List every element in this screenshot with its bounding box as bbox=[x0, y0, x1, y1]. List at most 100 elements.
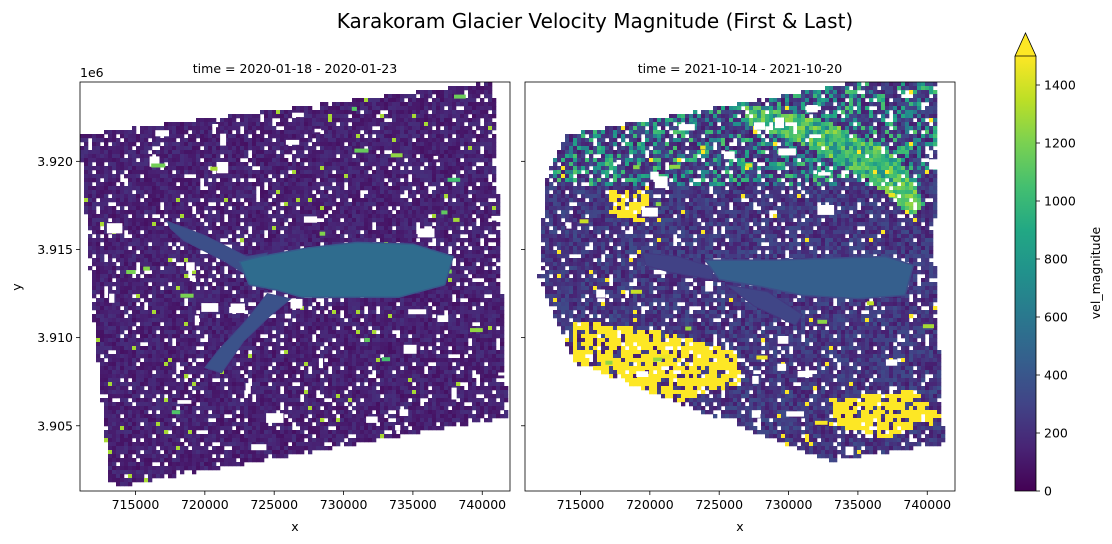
heat-cell bbox=[396, 194, 401, 199]
heat-cell bbox=[328, 178, 333, 183]
heat-cell bbox=[216, 230, 221, 235]
heat-cell bbox=[372, 302, 377, 307]
heat-cell bbox=[492, 250, 497, 255]
heat-cell bbox=[252, 186, 257, 191]
heat-cell bbox=[228, 186, 233, 191]
heat-cell bbox=[108, 254, 113, 259]
heat-cell bbox=[208, 234, 213, 239]
heat-cell bbox=[172, 146, 177, 151]
heat-cell bbox=[468, 122, 473, 127]
heat-cell bbox=[448, 142, 453, 147]
heat-cell bbox=[336, 194, 341, 199]
heat-cell bbox=[392, 118, 397, 123]
heat-cell bbox=[340, 186, 345, 191]
heat-cell bbox=[280, 242, 285, 247]
heat-cell bbox=[384, 170, 389, 175]
heat-cell bbox=[284, 174, 289, 179]
heat-cell bbox=[184, 222, 189, 227]
heat-cell bbox=[420, 170, 425, 175]
heat-cell bbox=[388, 114, 393, 119]
heat-cell bbox=[140, 158, 145, 163]
heat-cell bbox=[476, 214, 481, 219]
heat-cell bbox=[480, 138, 485, 143]
heat-cell bbox=[140, 218, 145, 223]
heat-cell bbox=[464, 274, 469, 279]
heat-cell bbox=[104, 202, 109, 207]
heat-cell bbox=[432, 226, 437, 231]
heat-cell bbox=[488, 290, 493, 295]
heat-cell bbox=[480, 130, 485, 135]
heat-cell bbox=[332, 166, 337, 171]
heat-cell bbox=[400, 110, 405, 115]
heat-cell bbox=[104, 278, 109, 283]
heat-cell bbox=[232, 282, 237, 287]
heat-cell bbox=[448, 182, 453, 187]
heat-cell bbox=[164, 210, 169, 215]
heat-cell bbox=[124, 166, 129, 171]
heat-cell bbox=[284, 134, 289, 139]
heat-cell bbox=[264, 190, 269, 195]
heat-cell bbox=[144, 170, 149, 175]
heat-cell bbox=[124, 202, 129, 207]
heat-cell bbox=[316, 206, 321, 211]
heat-cell bbox=[468, 182, 473, 187]
heat-cell bbox=[440, 250, 445, 255]
heat-cell bbox=[468, 202, 473, 207]
heat-cell bbox=[152, 202, 157, 207]
heat-cell bbox=[496, 298, 501, 303]
heat-cell bbox=[352, 162, 357, 167]
heat-cell bbox=[448, 226, 453, 231]
heat-cell bbox=[400, 182, 405, 187]
heat-cell bbox=[244, 314, 249, 319]
heat-cell bbox=[456, 154, 461, 159]
heat-cell bbox=[344, 170, 349, 175]
heat-cell bbox=[260, 234, 265, 239]
heat-cell bbox=[128, 134, 133, 139]
heat-cell bbox=[128, 318, 133, 323]
heat-cell bbox=[372, 210, 377, 215]
heat-cell bbox=[312, 146, 317, 151]
heat-cell bbox=[468, 310, 473, 315]
heat-cell bbox=[352, 206, 357, 211]
heat-cell bbox=[92, 198, 97, 203]
heat-cell bbox=[300, 134, 305, 139]
heat-cell bbox=[400, 190, 405, 195]
heat-cell bbox=[404, 306, 409, 311]
heat-cell bbox=[436, 298, 441, 303]
heat-cell bbox=[116, 298, 121, 303]
heat-cell bbox=[292, 186, 297, 191]
heat-cell bbox=[308, 174, 313, 179]
heat-cell bbox=[416, 186, 421, 191]
heat-cell bbox=[400, 230, 405, 235]
heat-cell bbox=[388, 126, 393, 131]
heat-cell bbox=[336, 178, 341, 183]
heat-cell bbox=[396, 230, 401, 235]
heat-cell bbox=[168, 194, 173, 199]
heat-cell bbox=[200, 150, 205, 155]
heat-cell bbox=[240, 122, 245, 127]
heat-cell bbox=[424, 302, 429, 307]
heat-cell bbox=[276, 198, 281, 203]
heat-cell bbox=[112, 206, 117, 211]
heat-cell bbox=[480, 110, 485, 115]
heat-cell bbox=[324, 190, 329, 195]
heat-cell bbox=[344, 178, 349, 183]
heat-cell bbox=[480, 274, 485, 279]
heat-cell bbox=[344, 218, 349, 223]
heat-cell bbox=[172, 234, 177, 239]
heat-cell bbox=[196, 190, 201, 195]
heat-cell bbox=[452, 162, 457, 167]
heat-cell bbox=[276, 250, 281, 255]
heat-cell bbox=[488, 254, 493, 259]
heat-cell bbox=[480, 202, 485, 207]
heat-cell bbox=[328, 226, 333, 231]
heat-cell bbox=[464, 290, 469, 295]
heat-cell bbox=[272, 154, 277, 159]
heat-cell bbox=[220, 194, 225, 199]
heat-cell bbox=[496, 318, 501, 323]
heat-cell bbox=[164, 278, 169, 283]
heat-cell bbox=[464, 162, 469, 167]
heat-cell bbox=[288, 202, 293, 207]
heat-cell bbox=[304, 118, 309, 123]
heat-cell bbox=[420, 294, 425, 299]
